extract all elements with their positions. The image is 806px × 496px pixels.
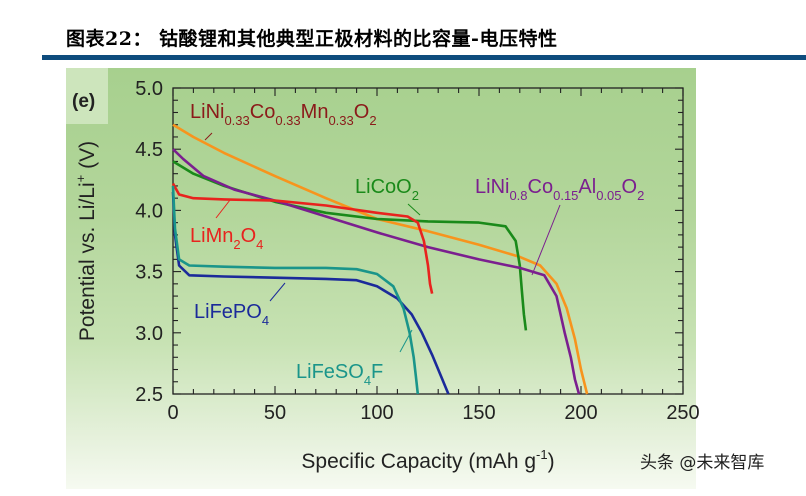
y-tick-label: 3.0 [135, 323, 163, 345]
x-tick-label: 100 [360, 402, 393, 424]
series-label: LiNi0.8Co0.15Al0.05O2 [475, 176, 644, 203]
panel-label-box [66, 68, 108, 124]
series-line [172, 123, 589, 395]
leader-line [215, 199, 231, 219]
panel-label: (e) [72, 91, 95, 112]
series-line [171, 182, 434, 294]
y-tick-label: 4.5 [135, 139, 163, 161]
series-labels: LiNi0.33Co0.33Mn0.33O2 LiCoO2 LiNi0.8Co0.1… [190, 101, 644, 388]
y-tick-label: 3.5 [135, 262, 163, 284]
series-line [171, 191, 450, 395]
x-tick-label: 200 [564, 402, 597, 424]
series-label: LiMn2O4 [190, 225, 263, 252]
leader-line [204, 132, 213, 141]
x-tick-label: 250 [666, 402, 699, 424]
y-tick-label: 4.0 [135, 200, 163, 222]
series-label: LiFePO4 [194, 301, 269, 328]
series-label: LiCoO2 [355, 176, 419, 203]
x-tick-label: 0 [167, 402, 178, 424]
watermark: 头条 @未来智库 [640, 453, 765, 473]
y-tick-label: 2.5 [135, 384, 163, 406]
series-line [171, 185, 420, 395]
x-axis-label: Specific Capacity (mAh g-1) [301, 447, 554, 473]
leader-line [399, 329, 413, 353]
plot-frame [172, 87, 684, 395]
leader-line [531, 204, 561, 276]
x-tick-label: 150 [462, 402, 495, 424]
series-label: LiFeSO4F [296, 361, 383, 388]
leader-line [407, 203, 421, 216]
series-lines [171, 123, 589, 395]
y-axis-label: Potential vs. Li/Li+ (V) [73, 141, 99, 341]
series-line [172, 148, 581, 395]
title-rule [42, 55, 806, 60]
x-tick-label: 50 [264, 402, 286, 424]
figure-title: 图表22： 钴酸锂和其他典型正极材料的比容量-电压特性 [66, 28, 558, 50]
leader-line [269, 282, 286, 302]
plot-axes: 2.5 3.0 3.5 4.0 4.5 5.0 0 50 100 150 200 250 [135, 78, 700, 424]
y-tick-label: 5.0 [135, 78, 163, 100]
series-label: LiNi0.33Co0.33Mn0.33O2 [190, 101, 377, 128]
